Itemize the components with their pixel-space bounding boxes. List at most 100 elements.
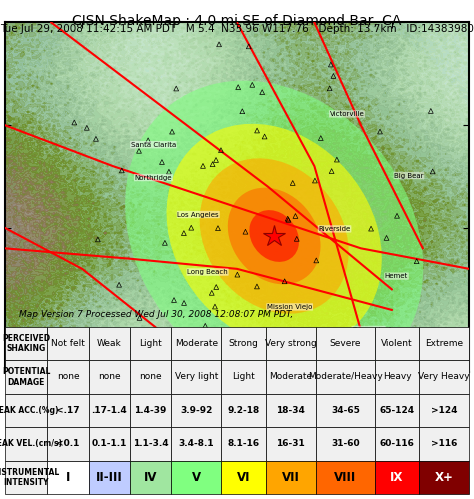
Point <box>429 168 437 176</box>
Point <box>238 107 246 115</box>
Text: VI: VI <box>237 471 250 484</box>
Point <box>145 136 152 144</box>
Text: IV: IV <box>144 471 157 484</box>
Point <box>214 224 222 232</box>
Text: PEAK ACC.(%g): PEAK ACC.(%g) <box>0 406 59 415</box>
Text: 0.1-1.1: 0.1-1.1 <box>91 439 127 449</box>
Text: Hemet: Hemet <box>385 273 408 279</box>
Text: Violent: Violent <box>381 339 413 348</box>
Point <box>367 225 375 233</box>
Point <box>312 256 320 264</box>
Point <box>71 118 78 126</box>
Point <box>245 42 253 50</box>
Text: 31-60: 31-60 <box>331 439 360 449</box>
Text: Moderate: Moderate <box>269 372 312 382</box>
Text: <0.1: <0.1 <box>56 439 80 449</box>
Text: VIII: VIII <box>334 471 356 484</box>
Text: km: km <box>91 348 104 357</box>
Point <box>293 235 301 243</box>
Text: 3.9-92: 3.9-92 <box>180 406 212 415</box>
Text: V: V <box>192 471 201 484</box>
Text: Weak: Weak <box>97 339 122 348</box>
Point <box>135 147 143 155</box>
Text: PERCEIVED
SHAKING: PERCEIVED SHAKING <box>2 334 50 353</box>
Text: I: I <box>66 471 70 484</box>
Text: Big Bear: Big Bear <box>394 173 424 179</box>
Point <box>199 162 207 170</box>
Point <box>386 326 394 334</box>
Point <box>217 146 225 154</box>
Ellipse shape <box>228 188 320 284</box>
Point <box>333 156 341 164</box>
Point <box>311 177 319 185</box>
Text: 8.1-16: 8.1-16 <box>228 439 260 449</box>
Point <box>136 314 143 322</box>
Text: 1.4-39: 1.4-39 <box>135 406 167 415</box>
Point <box>201 322 209 330</box>
Point <box>383 234 390 242</box>
Text: none: none <box>139 372 162 382</box>
Point <box>253 127 261 135</box>
Point <box>215 40 223 48</box>
Text: INSTRUMENTAL
INTENSITY: INSTRUMENTAL INTENSITY <box>0 468 60 487</box>
Text: Mission Viejo: Mission Viejo <box>267 304 312 310</box>
Text: 0: 0 <box>64 348 69 357</box>
Point <box>329 72 337 80</box>
Point <box>83 124 91 132</box>
Point <box>180 299 188 307</box>
Text: 50: 50 <box>123 348 134 357</box>
Point <box>234 270 241 278</box>
Point <box>165 168 173 176</box>
Text: Heavy: Heavy <box>383 372 411 382</box>
Point <box>376 128 384 136</box>
Text: Light: Light <box>139 339 162 348</box>
Text: POTENTIAL
DAMAGE: POTENTIAL DAMAGE <box>2 367 50 387</box>
Text: none: none <box>57 372 79 382</box>
Point <box>115 281 123 289</box>
Text: VII: VII <box>282 471 300 484</box>
Point <box>284 215 292 223</box>
Text: Los Angeles: Los Angeles <box>177 212 219 218</box>
Point <box>94 236 102 244</box>
Text: >124: >124 <box>431 406 457 415</box>
Text: 3.4-8.1: 3.4-8.1 <box>179 439 214 449</box>
Text: PEAK VEL.(cm/s): PEAK VEL.(cm/s) <box>0 439 62 449</box>
Point <box>261 133 268 141</box>
Point <box>212 156 220 164</box>
Point <box>234 83 242 91</box>
Point <box>242 228 249 236</box>
Point <box>326 84 334 92</box>
Point <box>170 296 178 304</box>
Text: IX: IX <box>390 471 404 484</box>
Text: Northridge: Northridge <box>135 175 172 181</box>
Point <box>173 84 180 92</box>
Text: >116: >116 <box>431 439 457 449</box>
Text: Victorville: Victorville <box>329 111 365 117</box>
Text: Santa Clarita: Santa Clarita <box>131 142 176 148</box>
Ellipse shape <box>200 158 349 314</box>
Point <box>211 302 219 310</box>
Point <box>118 166 126 174</box>
Text: 1.1-3.4: 1.1-3.4 <box>133 439 168 449</box>
Text: Strong: Strong <box>228 339 258 348</box>
Point <box>158 158 166 166</box>
Text: Very light: Very light <box>175 372 218 382</box>
Text: Not felt: Not felt <box>51 339 85 348</box>
Point <box>413 257 420 265</box>
Text: 34-65: 34-65 <box>331 406 360 415</box>
Text: Very strong: Very strong <box>265 339 317 348</box>
Text: Moderate: Moderate <box>175 339 218 348</box>
Text: none: none <box>98 372 121 382</box>
Text: 16-31: 16-31 <box>276 439 305 449</box>
Point <box>327 60 335 68</box>
Text: Tue Jul 29, 2008 11:42:15 AM PDT   M 5.4  N33.96 W117.76   Depth: 13.7km   ID:14: Tue Jul 29, 2008 11:42:15 AM PDT M 5.4 N… <box>0 24 474 34</box>
Point <box>248 81 256 89</box>
Text: 60-116: 60-116 <box>380 439 414 449</box>
Point <box>212 283 220 291</box>
Point <box>187 224 195 232</box>
Point <box>209 160 217 168</box>
Point <box>281 277 288 285</box>
Point <box>258 88 266 96</box>
Text: Light: Light <box>232 372 255 382</box>
Point <box>161 239 169 247</box>
